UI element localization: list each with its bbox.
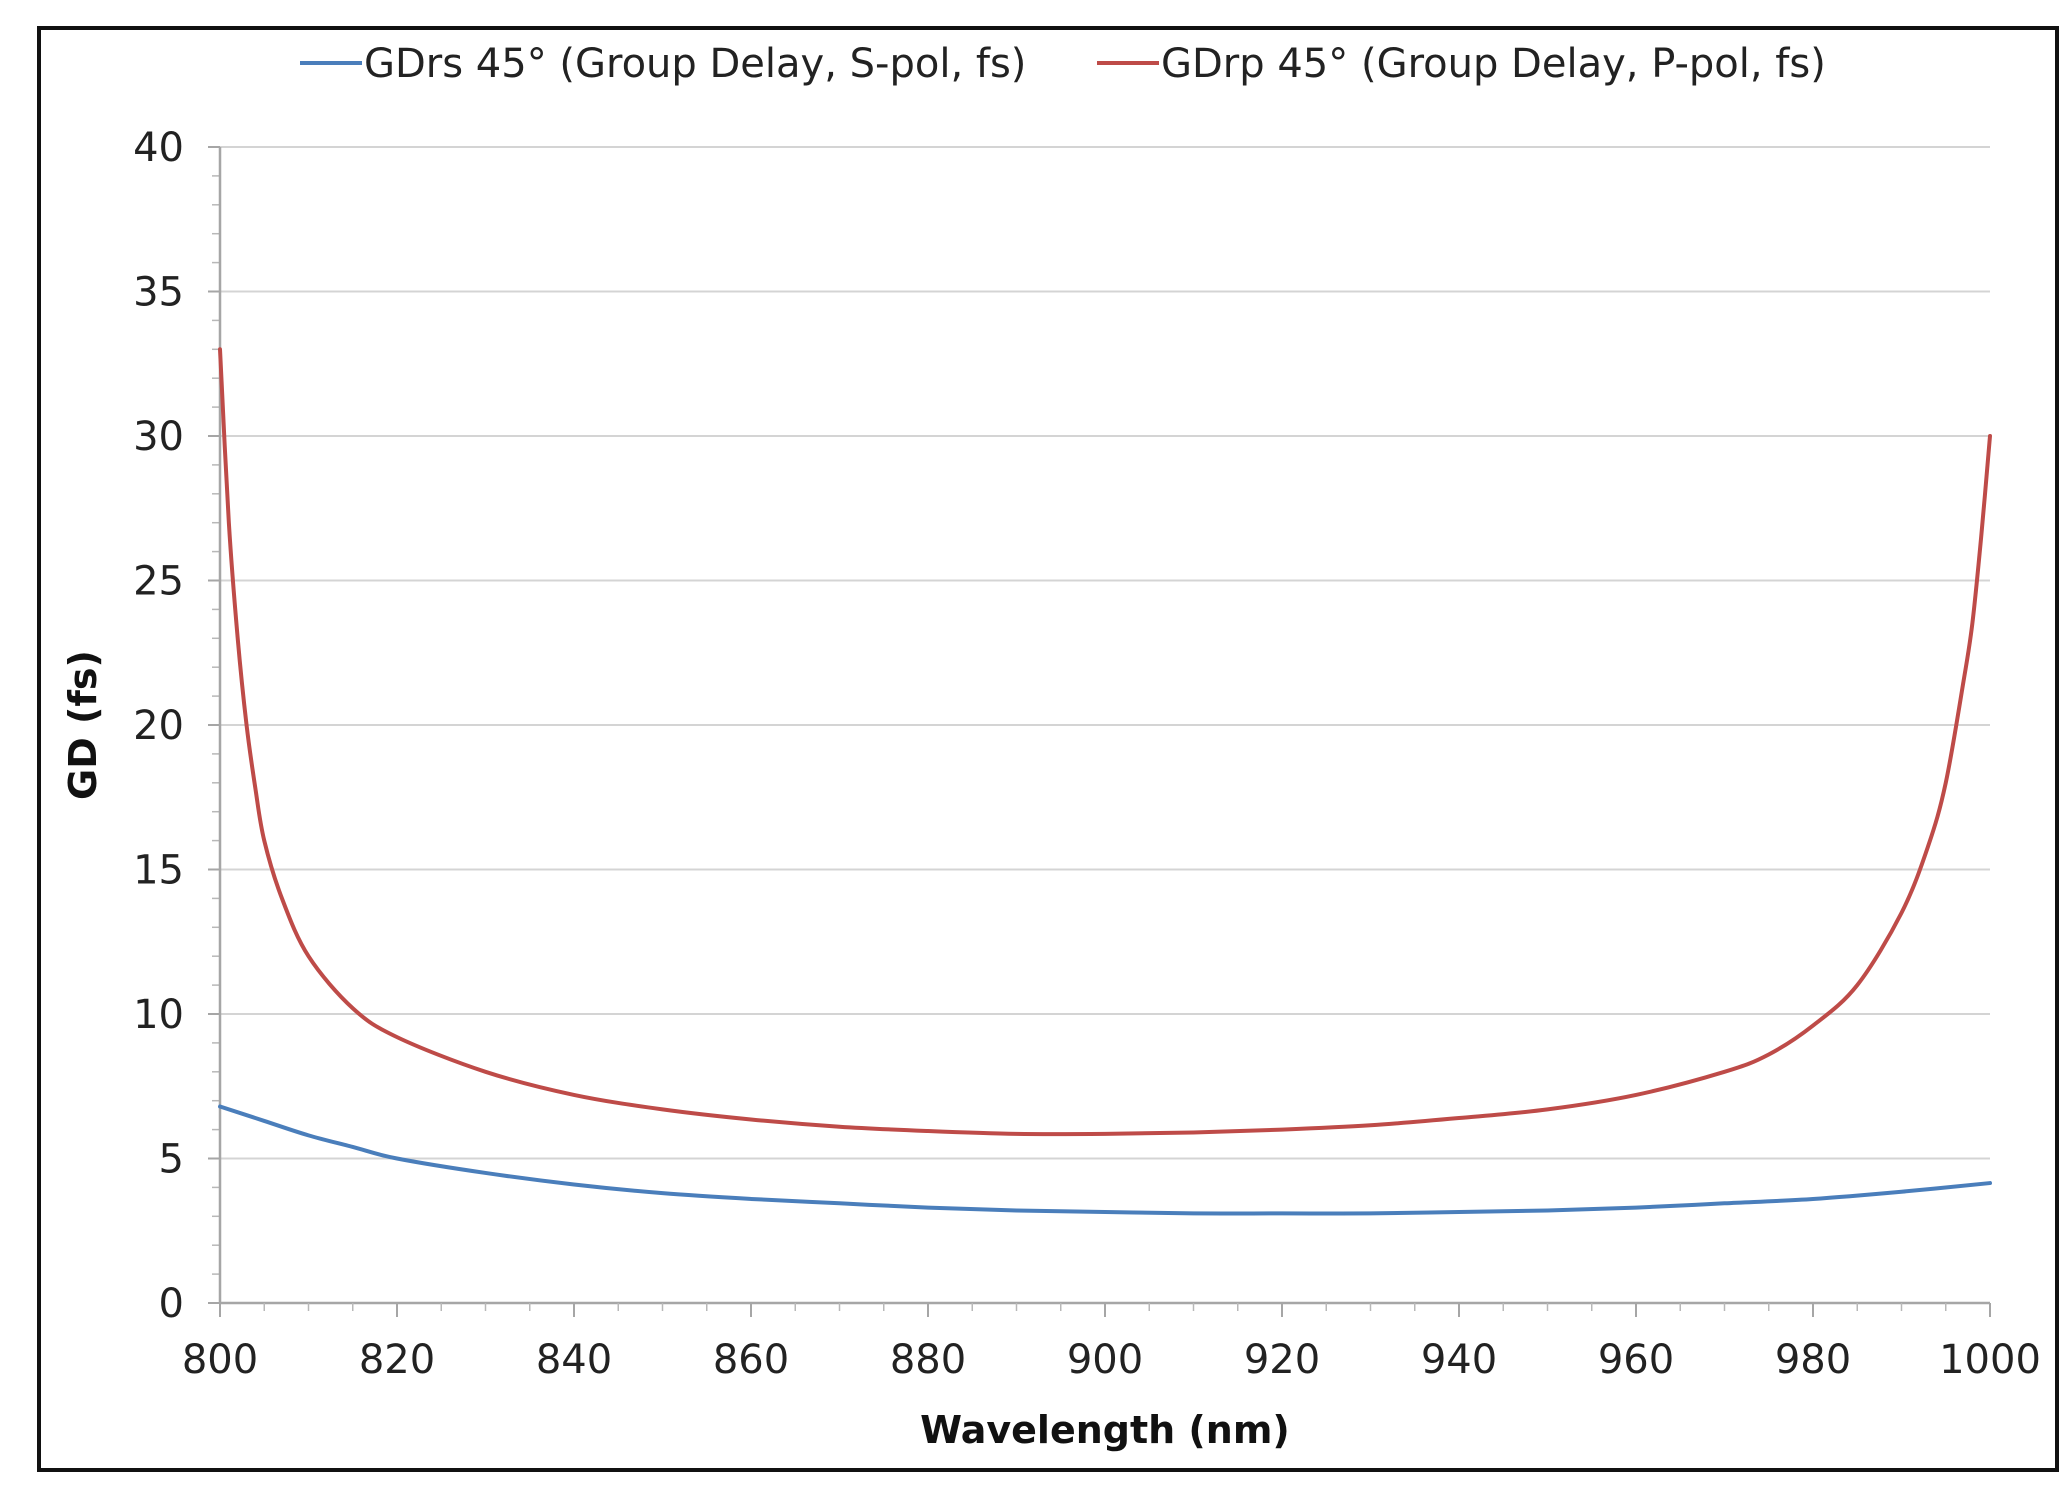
legend: GDrs 45° (Group Delay, S-pol, fs) GDrp 45… — [300, 41, 1826, 87]
series-lines — [218, 347, 1992, 1216]
y-tick-label: 15 — [133, 848, 184, 894]
x-tick-label: 860 — [713, 1337, 789, 1383]
x-tick-label: 800 — [182, 1337, 258, 1383]
legend-label-gdrs: GDrs 45° (Group Delay, S-pol, fs) — [364, 41, 1026, 87]
y-axis-title: GD (fs) — [61, 650, 105, 800]
x-tick-label: 840 — [536, 1337, 612, 1383]
y-tick-label: 20 — [133, 703, 184, 749]
series-line-gdrs — [218, 1104, 1992, 1216]
y-tick-label: 25 — [133, 559, 184, 605]
x-tick-label: 980 — [1775, 1337, 1851, 1383]
x-tick-label: 880 — [890, 1337, 966, 1383]
x-tick-label: 960 — [1598, 1337, 1674, 1383]
y-tick-label: 35 — [133, 270, 184, 316]
x-tick-label: 820 — [359, 1337, 435, 1383]
axes: 0 5 10 15 20 25 30 35 40 800 820 840 860 880 900 920 940… — [133, 125, 2041, 1383]
x-axis-title: Wavelength (nm) — [920, 1408, 1290, 1452]
legend-label-gdrp: GDrp 45° (Group Delay, P-pol, fs) — [1161, 41, 1826, 87]
y-tick-label: 10 — [133, 992, 184, 1038]
x-tick-label: 920 — [1244, 1337, 1320, 1383]
x-tick-label: 1000 — [1939, 1337, 2041, 1383]
y-tick-label: 30 — [133, 414, 184, 460]
y-tick-label: 0 — [159, 1281, 184, 1327]
chart-frame — [37, 26, 2059, 1472]
x-tick-label: 900 — [1067, 1337, 1143, 1383]
y-tick-label: 40 — [133, 125, 184, 171]
series-line-gdrp — [218, 347, 1992, 1137]
x-tick-label: 940 — [1421, 1337, 1497, 1383]
gridlines — [220, 146, 1990, 1160]
y-tick-label: 5 — [159, 1137, 184, 1183]
